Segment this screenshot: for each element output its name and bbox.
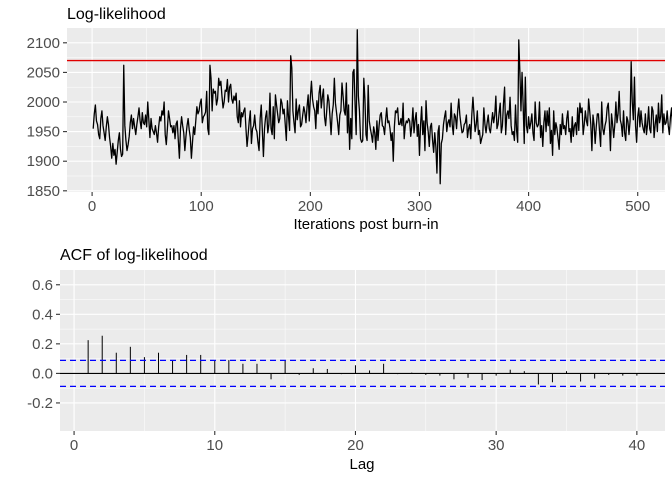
- trace-y-tick-label: 2100: [27, 35, 60, 52]
- trace-x-tick-label: 0: [88, 198, 96, 215]
- acf-y-tick-label: 0.2: [32, 336, 53, 353]
- acf-y-tick-label: 0.0: [32, 365, 53, 382]
- acf-plot: ACF of log-likelihood 0 10 20 30 40 -0.2 0.0 0.…: [27, 247, 665, 473]
- acf-plot-panel: [60, 270, 665, 431]
- trace-plot: Log-likelihood 0 100 200 300 400 500 1850 1900 1…: [27, 6, 672, 233]
- trace-plot-panel: [67, 28, 665, 192]
- acf-x-axis-label: Lag: [349, 456, 374, 473]
- acf-y-tick-label: 0.4: [32, 306, 53, 323]
- trace-y-tick-label: 1850: [27, 183, 60, 200]
- trace-x-tick-label: 200: [298, 198, 323, 215]
- trace-y-tick-label: 2050: [27, 64, 60, 81]
- acf-y-tick-label: 0.6: [32, 277, 53, 294]
- acf-y-tick-label: -0.2: [27, 395, 53, 412]
- trace-y-tick-label: 2000: [27, 94, 60, 111]
- series-line: [92, 29, 672, 185]
- acf-x-tick-label: 20: [347, 437, 364, 454]
- acf-x-tick-label: 10: [206, 437, 223, 454]
- trace-x-tick-label: 100: [189, 198, 214, 215]
- trace-x-tick-label: 400: [516, 198, 541, 215]
- trace-y-tick-label: 1950: [27, 124, 60, 141]
- acf-grid: [60, 270, 665, 431]
- trace-plot-title: Log-likelihood: [67, 6, 166, 23]
- trace-y-tick-label: 1900: [27, 153, 60, 170]
- acf-x-tick-label: 40: [629, 437, 646, 454]
- acf-x-tick-label: 0: [70, 437, 78, 454]
- trace-x-axis-label: Iterations post burn-in: [293, 216, 438, 233]
- acf-x-tick-label: 30: [488, 437, 505, 454]
- trace-x-tick-label: 300: [407, 198, 432, 215]
- acf-bars: [60, 335, 665, 388]
- trace-axis-ticks: 0 100 200 300 400 500 1850 1900 1950 2000 2050 2100: [27, 35, 651, 215]
- acf-axis-ticks: 0 10 20 30 40 -0.2 0.0 0.2 0.4 0.6: [27, 277, 645, 454]
- acf-plot-title: ACF of log-likelihood: [60, 247, 208, 264]
- trace-x-tick-label: 500: [625, 198, 650, 215]
